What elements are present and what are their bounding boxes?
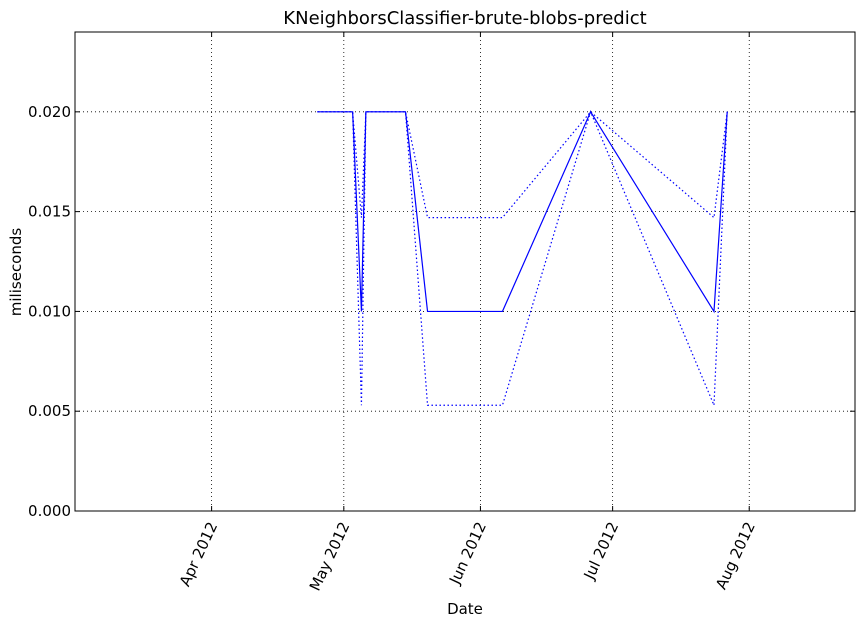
x-axis-label: Date <box>447 600 483 618</box>
y-tick-label: 0.005 <box>28 402 71 420</box>
series-layer <box>317 110 728 406</box>
y-tick-label: 0.015 <box>28 203 71 221</box>
y-tick-label: 0.010 <box>28 302 71 320</box>
y-axis-label: miliseconds <box>7 228 25 317</box>
ticks <box>75 32 855 512</box>
plot-frame <box>74 31 856 512</box>
y-tick-label: 0.020 <box>28 103 71 121</box>
y-tick-label: 0.000 <box>28 502 71 520</box>
series-line-mean <box>317 110 728 314</box>
chart-title: KNeighborsClassifier-brute-blobs-predict <box>283 8 646 29</box>
y-tick-labels: 0.000 0.005 0.010 0.015 0.020 <box>28 103 71 520</box>
series-line-dotted-1 <box>317 110 728 219</box>
series-line-dotted-2 <box>317 110 728 406</box>
